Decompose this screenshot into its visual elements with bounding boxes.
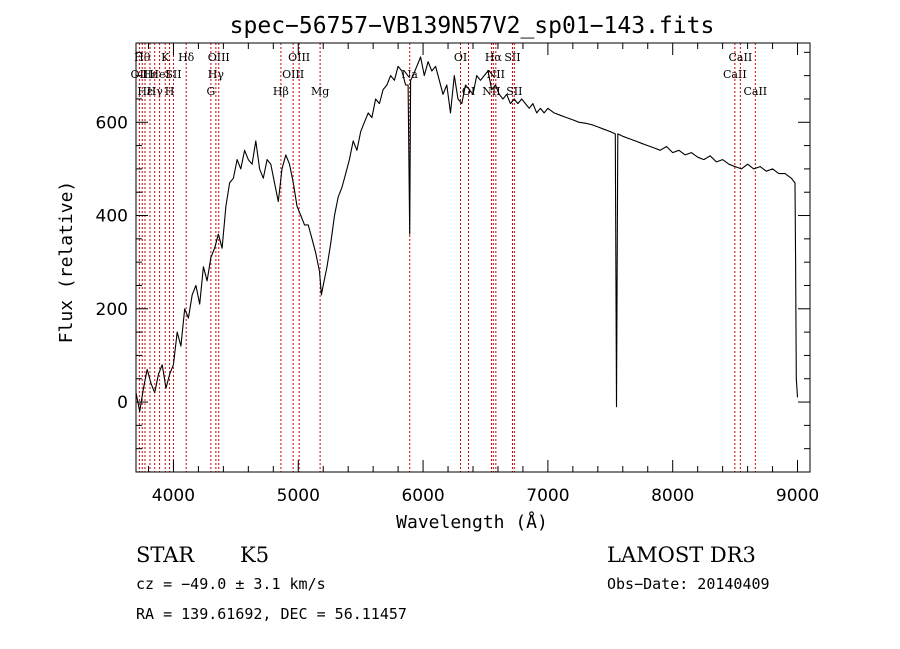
line-label-25: CaII: [723, 68, 747, 81]
line-label-2: Hε: [137, 85, 153, 98]
coordinates: RA = 139.61692, DEC = 56.11457: [136, 605, 407, 623]
redshift-cz: cz = −49.0 ± 3.1 km/s: [136, 575, 326, 593]
line-label-24: SII: [506, 85, 522, 98]
line-label-10: G: [206, 85, 215, 98]
x-tick-label-5: 9000: [776, 486, 819, 506]
spectral-line-markers: OIIHθHεHεHγHeIKHSIIHδGHγOIIIHβOIIIOIIIMg…: [131, 43, 767, 472]
y-tick-label-2: 400: [96, 207, 128, 227]
line-label-11: Hγ: [208, 68, 225, 81]
line-label-23: SII: [504, 51, 520, 64]
line-label-6: K: [161, 51, 170, 64]
line-label-22: NII: [487, 68, 505, 81]
y-tick-label-3: 600: [96, 113, 128, 133]
x-tick-label-4: 8000: [651, 486, 694, 506]
line-label-15: OIII: [288, 51, 310, 64]
line-label-21: Hα: [485, 51, 503, 64]
x-tick-label-3: 7000: [526, 486, 569, 506]
object-subclass: K5: [240, 543, 269, 567]
line-label-16: Mg: [311, 85, 329, 98]
axis-ticks: 4000 5000 6000 7000 8000 9000 0 200 400 600: [96, 43, 819, 506]
x-tick-label-0: 4000: [152, 486, 195, 506]
line-label-1: Hθ: [134, 51, 151, 64]
x-tick-label-1: 5000: [277, 486, 320, 506]
x-tick-label-2: 6000: [401, 486, 444, 506]
line-label-18: OI: [454, 51, 467, 64]
observation-date: Obs−Date: 20140409: [607, 575, 770, 593]
y-axis-label: Flux (relative): [56, 181, 77, 344]
line-label-4: Hγ: [147, 85, 164, 98]
line-label-14: OIII: [282, 68, 304, 81]
survey-name: LAMOST DR3: [607, 543, 756, 567]
chart-title: spec−56757−VB139N57V2_sp01−143.fits: [230, 13, 715, 39]
line-label-7: H: [165, 85, 175, 98]
line-label-8: SII: [165, 68, 181, 81]
line-label-17: Na: [402, 68, 419, 81]
x-axis-label: Wavelength (Å): [396, 511, 548, 533]
line-label-9: Hδ: [178, 51, 195, 64]
line-label-13: Hβ: [273, 85, 289, 98]
y-tick-label-0: 0: [117, 393, 128, 413]
spectrum-series-line: [135, 56, 799, 412]
line-label-27: CaII: [743, 85, 767, 98]
line-label-5: HeI: [149, 68, 169, 81]
plot-frame: [135, 42, 811, 473]
y-tick-label-1: 200: [96, 300, 128, 320]
line-label-0: OII: [131, 68, 149, 81]
line-label-26: CaII: [729, 51, 753, 64]
line-label-12: OIII: [208, 51, 230, 64]
object-class: STAR: [136, 543, 195, 567]
line-label-3: Hε: [142, 68, 158, 81]
